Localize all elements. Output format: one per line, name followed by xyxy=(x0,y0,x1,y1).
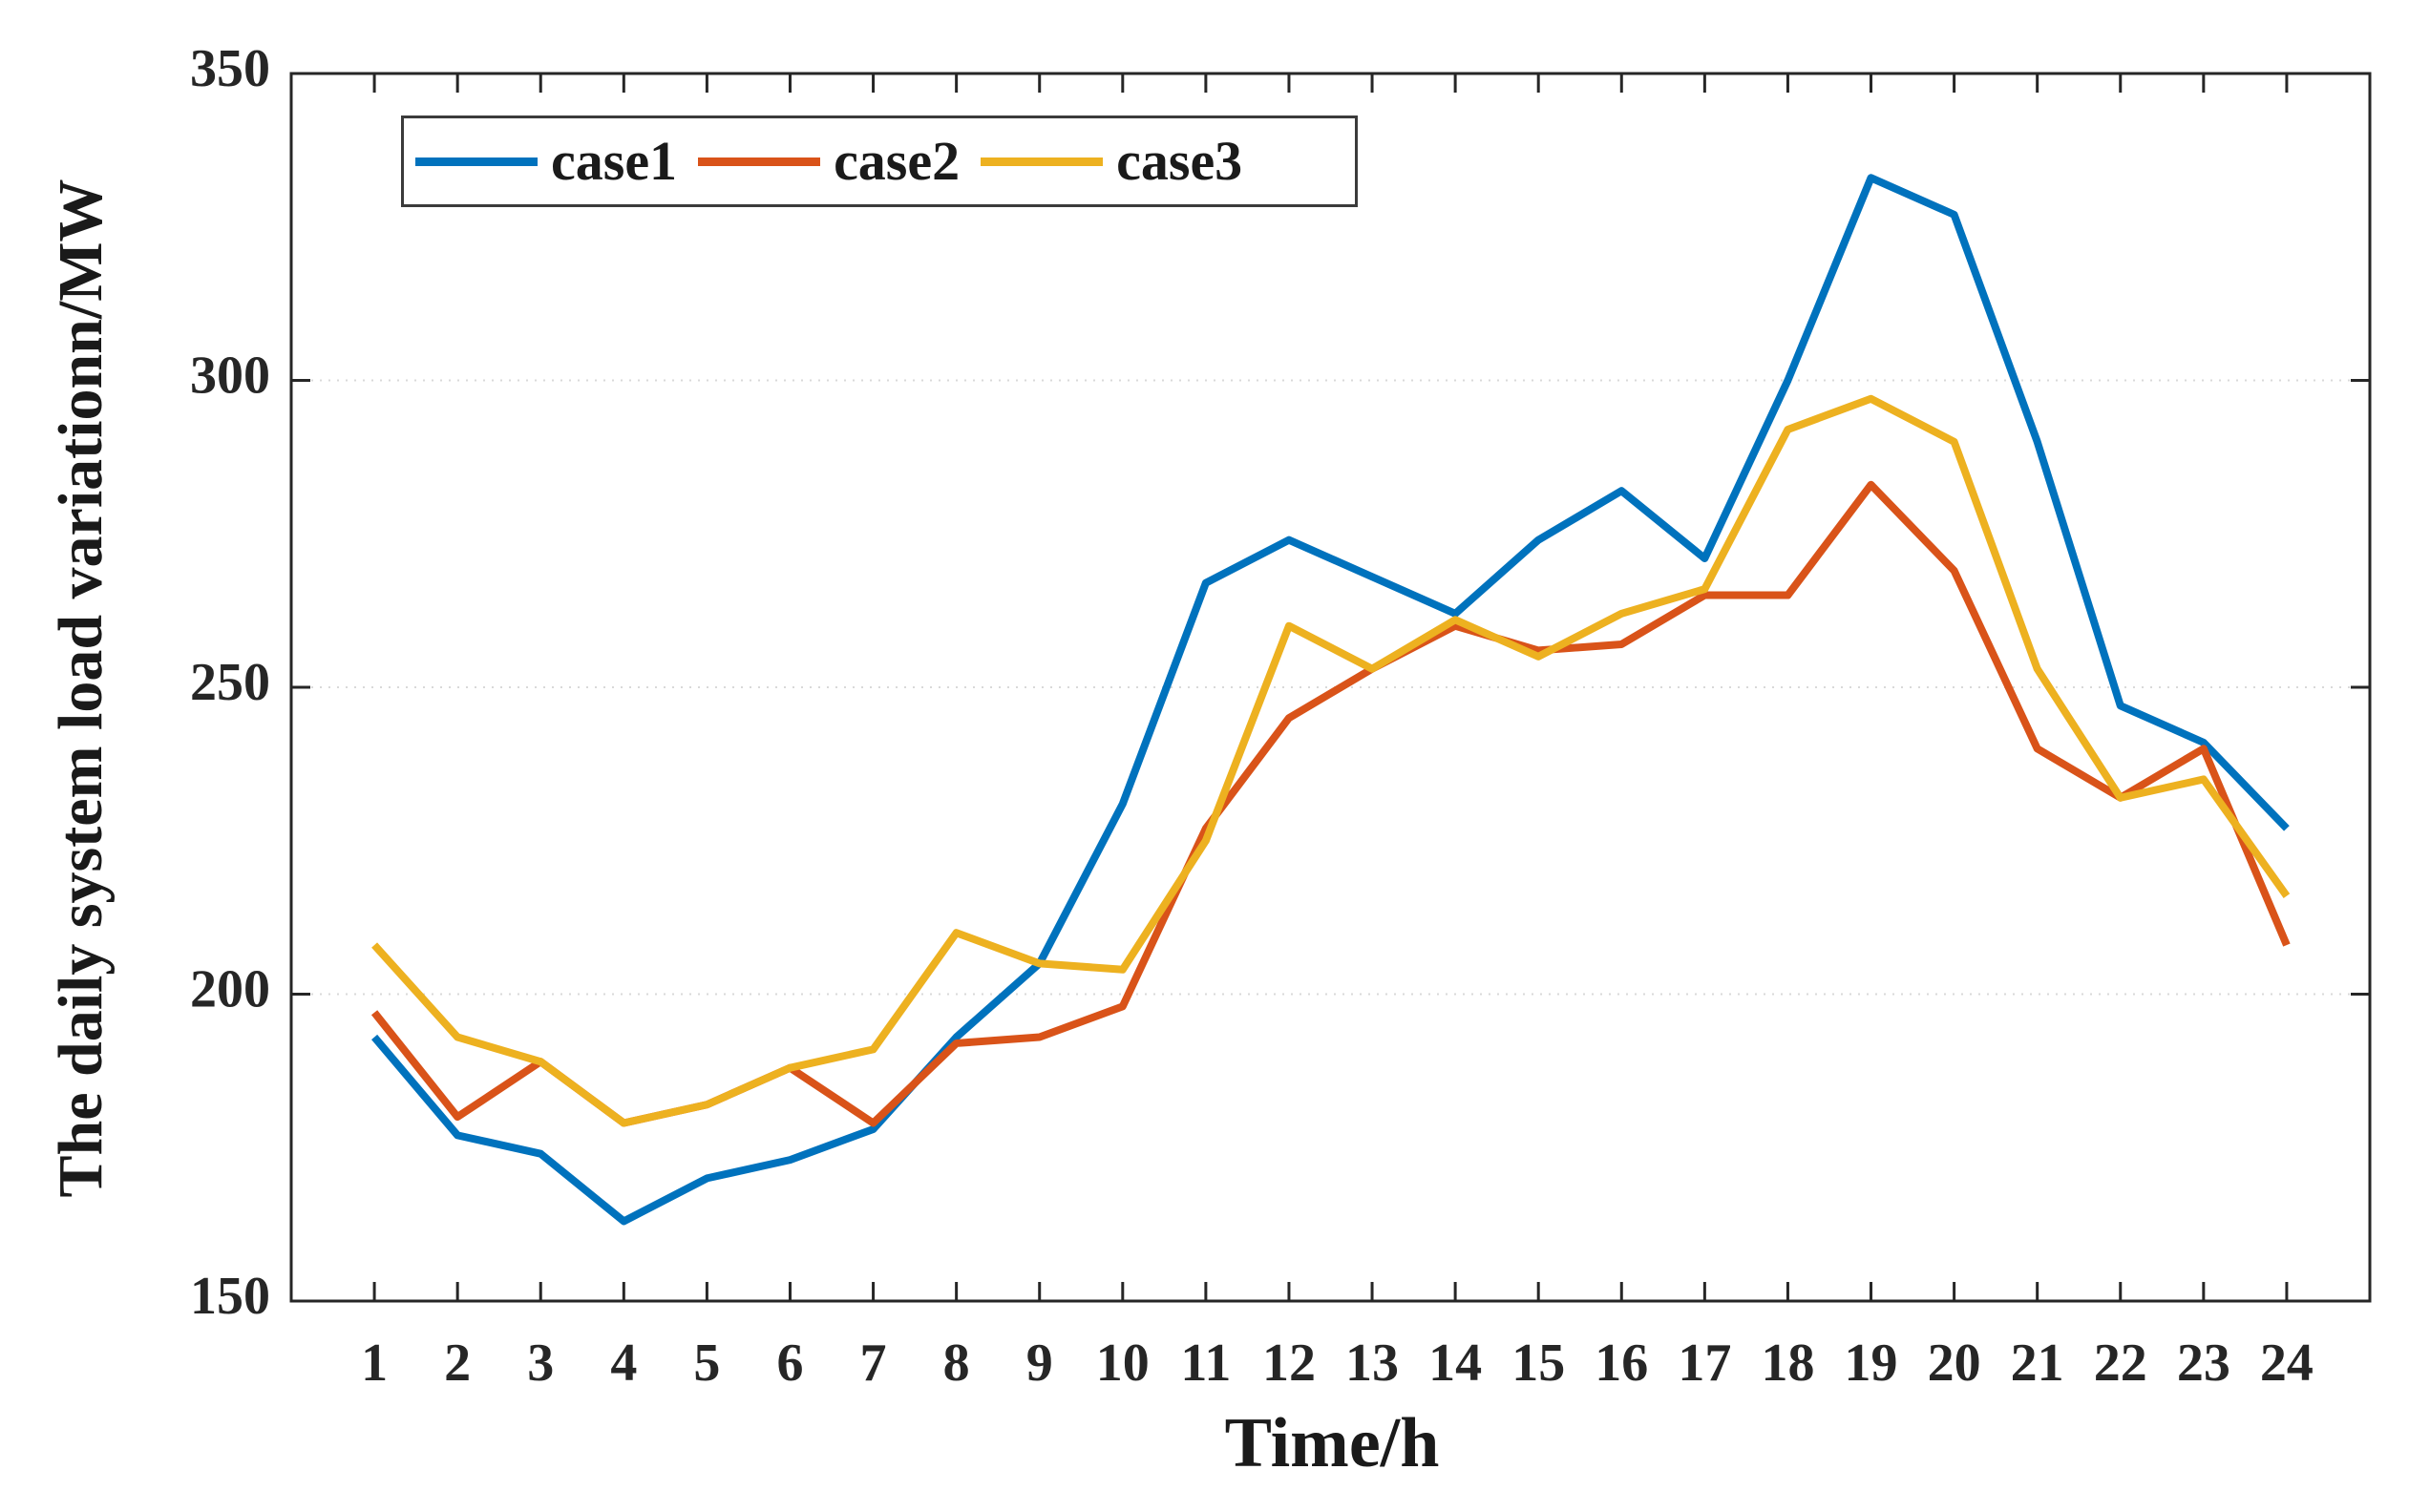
legend-entry-case3: case3 xyxy=(981,134,1242,189)
y-tick-label-250: 250 xyxy=(190,653,270,712)
x-tick-label-19: 19 xyxy=(1845,1334,1898,1393)
x-tick-label-15: 15 xyxy=(1511,1334,1565,1393)
series-case3-line xyxy=(371,394,2291,1127)
series-case1-line xyxy=(371,174,2290,1226)
x-tick-label-24: 24 xyxy=(2260,1334,2314,1393)
series-case2-line xyxy=(370,480,2291,1127)
case1-line-swatch xyxy=(415,157,538,166)
y-tick-label-300: 300 xyxy=(190,346,270,405)
case2-line-swatch xyxy=(698,157,821,166)
x-tick-label-20: 20 xyxy=(1928,1334,1981,1393)
x-tick-label-22: 22 xyxy=(2094,1334,2147,1393)
x-tick-label-16: 16 xyxy=(1595,1334,1648,1393)
legend-entry-case1: case1 xyxy=(415,134,677,189)
x-tick-label-9: 9 xyxy=(1026,1334,1053,1393)
legend-entry-case2: case2 xyxy=(698,134,960,189)
x-tick-label-14: 14 xyxy=(1428,1334,1482,1393)
x-tick-label-13: 13 xyxy=(1345,1334,1399,1393)
x-tick-label-3: 3 xyxy=(527,1334,554,1393)
x-tick-label-8: 8 xyxy=(943,1334,970,1393)
case3-line-swatch xyxy=(981,157,1104,166)
legend-label-case2: case2 xyxy=(834,130,961,192)
x-tick-label-18: 18 xyxy=(1761,1334,1814,1393)
y-tick-label-150: 150 xyxy=(190,1267,270,1326)
legend-label-case3: case3 xyxy=(1116,130,1243,192)
x-tick-label-17: 17 xyxy=(1678,1334,1731,1393)
x-tick-label-2: 2 xyxy=(444,1334,471,1393)
x-tick-label-5: 5 xyxy=(693,1334,720,1393)
y-axis-label: The daily system load variationn/MW xyxy=(46,178,116,1198)
x-axis-label: Time/h xyxy=(1224,1404,1440,1482)
x-tick-label-7: 7 xyxy=(860,1334,887,1393)
x-tick-label-23: 23 xyxy=(2177,1334,2230,1393)
x-tick-label-11: 11 xyxy=(1180,1334,1231,1393)
y-tick-label-350: 350 xyxy=(190,39,270,98)
x-tick-label-4: 4 xyxy=(610,1334,637,1393)
x-tick-label-1: 1 xyxy=(361,1334,388,1393)
legend: case1 case2 case3 xyxy=(401,116,1358,207)
legend-label-case1: case1 xyxy=(551,130,678,192)
x-tick-label-12: 12 xyxy=(1262,1334,1316,1393)
x-tick-label-6: 6 xyxy=(776,1334,803,1393)
y-tick-label-200: 200 xyxy=(190,959,270,1018)
x-tick-label-10: 10 xyxy=(1096,1334,1150,1393)
x-tick-label-21: 21 xyxy=(2011,1334,2064,1393)
axes-frame xyxy=(289,72,2372,1303)
